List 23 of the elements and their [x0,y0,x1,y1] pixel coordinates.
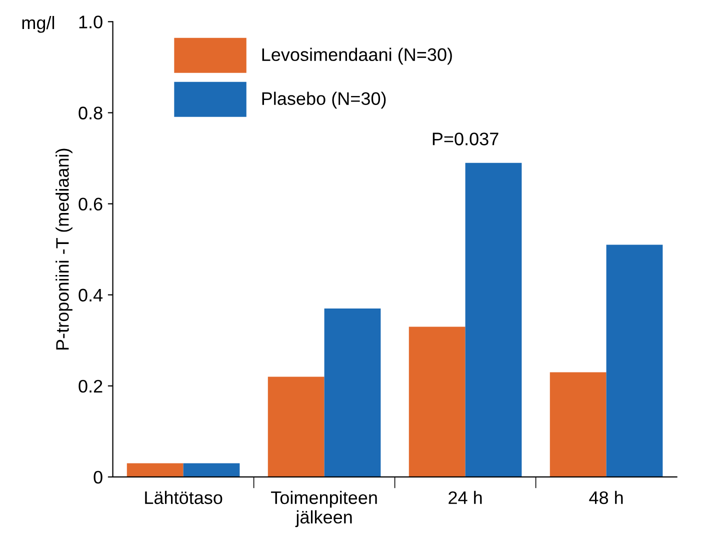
x-tick-label: 24 h [448,490,482,504]
bar [606,244,663,477]
bar [550,372,606,477]
y-tick-label: 1.0 [79,16,102,28]
bar [324,308,381,477]
x-tick-label: Lähtötaso [145,490,222,504]
bar [268,376,324,477]
bar [126,463,184,477]
y-tick-label: 0.4 [78,288,103,302]
legend-label: Levosimendaani (N=30) [262,48,452,65]
x-tick-label: Toimenpiteen jälkeen [271,490,377,528]
y-tick-label: 0.6 [78,198,102,211]
text: mg/l [22,16,54,33]
y-axis-title: P-troponiini -T (mediaani) [56,148,72,350]
annotation: P=0.037 [432,132,498,146]
y-tick-label: 0.2 [78,380,102,393]
y-tick-label: 0.8 [78,106,102,120]
y-tick-label: 0 [94,470,102,484]
bar [183,463,240,477]
legend-label: Plasebo (N=30) [262,92,386,109]
bar [408,326,466,477]
x-tick-label: 48 h [589,490,623,504]
bar [465,162,522,477]
